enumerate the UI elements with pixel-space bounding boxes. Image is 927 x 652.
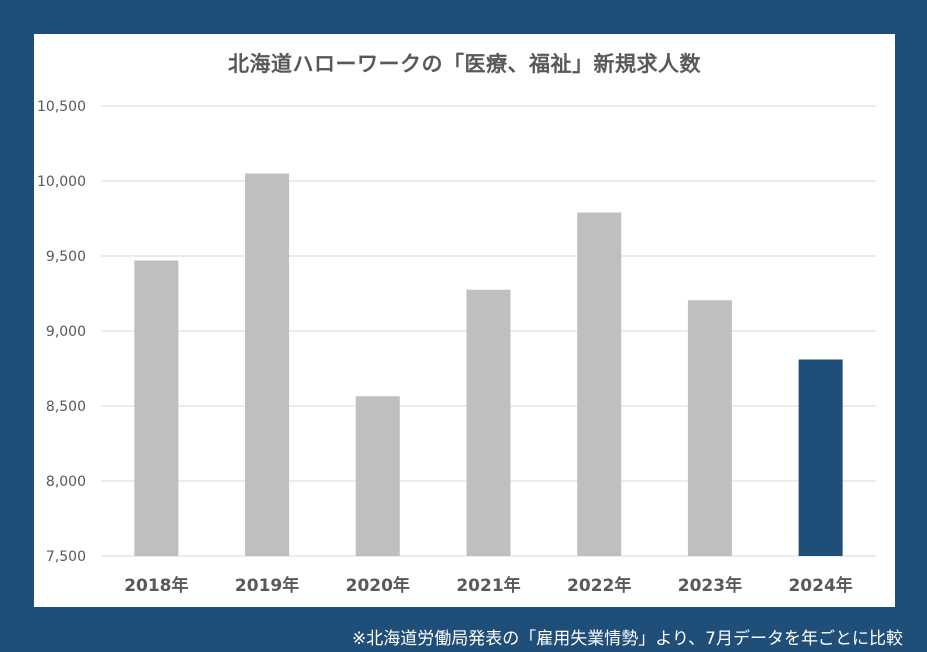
x-tick-label: 2019年: [235, 575, 299, 596]
y-tick-label: 9,500: [46, 249, 86, 265]
bar: [245, 173, 290, 556]
x-tick-label: 2024年: [788, 575, 852, 596]
y-tick-label: 7,500: [46, 549, 86, 565]
y-tick-label: 9,000: [46, 324, 86, 340]
y-tick-label: 10,000: [37, 174, 86, 190]
bar: [466, 289, 511, 556]
bar: [355, 396, 400, 556]
chart-panel: 北海道ハローワークの「医療、福祉」新規求人数 7,500 8,000 8,500 9,…: [34, 34, 895, 607]
bar: [577, 212, 622, 556]
bar: [134, 260, 179, 556]
y-tick-label: 8,000: [46, 474, 86, 490]
x-tick-label: 2021年: [456, 575, 520, 596]
bar: [798, 359, 843, 556]
source-footnote: ※北海道労働局発表の「雇用失業情勢」より、7月データを年ごとに比較: [351, 629, 903, 649]
chart-title: 北海道ハローワークの「医療、福祉」新規求人数: [228, 52, 701, 76]
y-tick-label: 10,500: [37, 99, 86, 115]
x-tick-label: 2020年: [346, 575, 410, 596]
y-tick-label: 8,500: [46, 399, 86, 415]
bar: [687, 300, 732, 556]
x-tick-label: 2022年: [567, 575, 631, 596]
x-tick-label: 2018年: [124, 575, 188, 596]
x-tick-label: 2023年: [678, 575, 742, 596]
bar-chart: 7,500 8,000 8,500 9,000 9,500 10,000 10,500 201…: [37, 99, 876, 596]
